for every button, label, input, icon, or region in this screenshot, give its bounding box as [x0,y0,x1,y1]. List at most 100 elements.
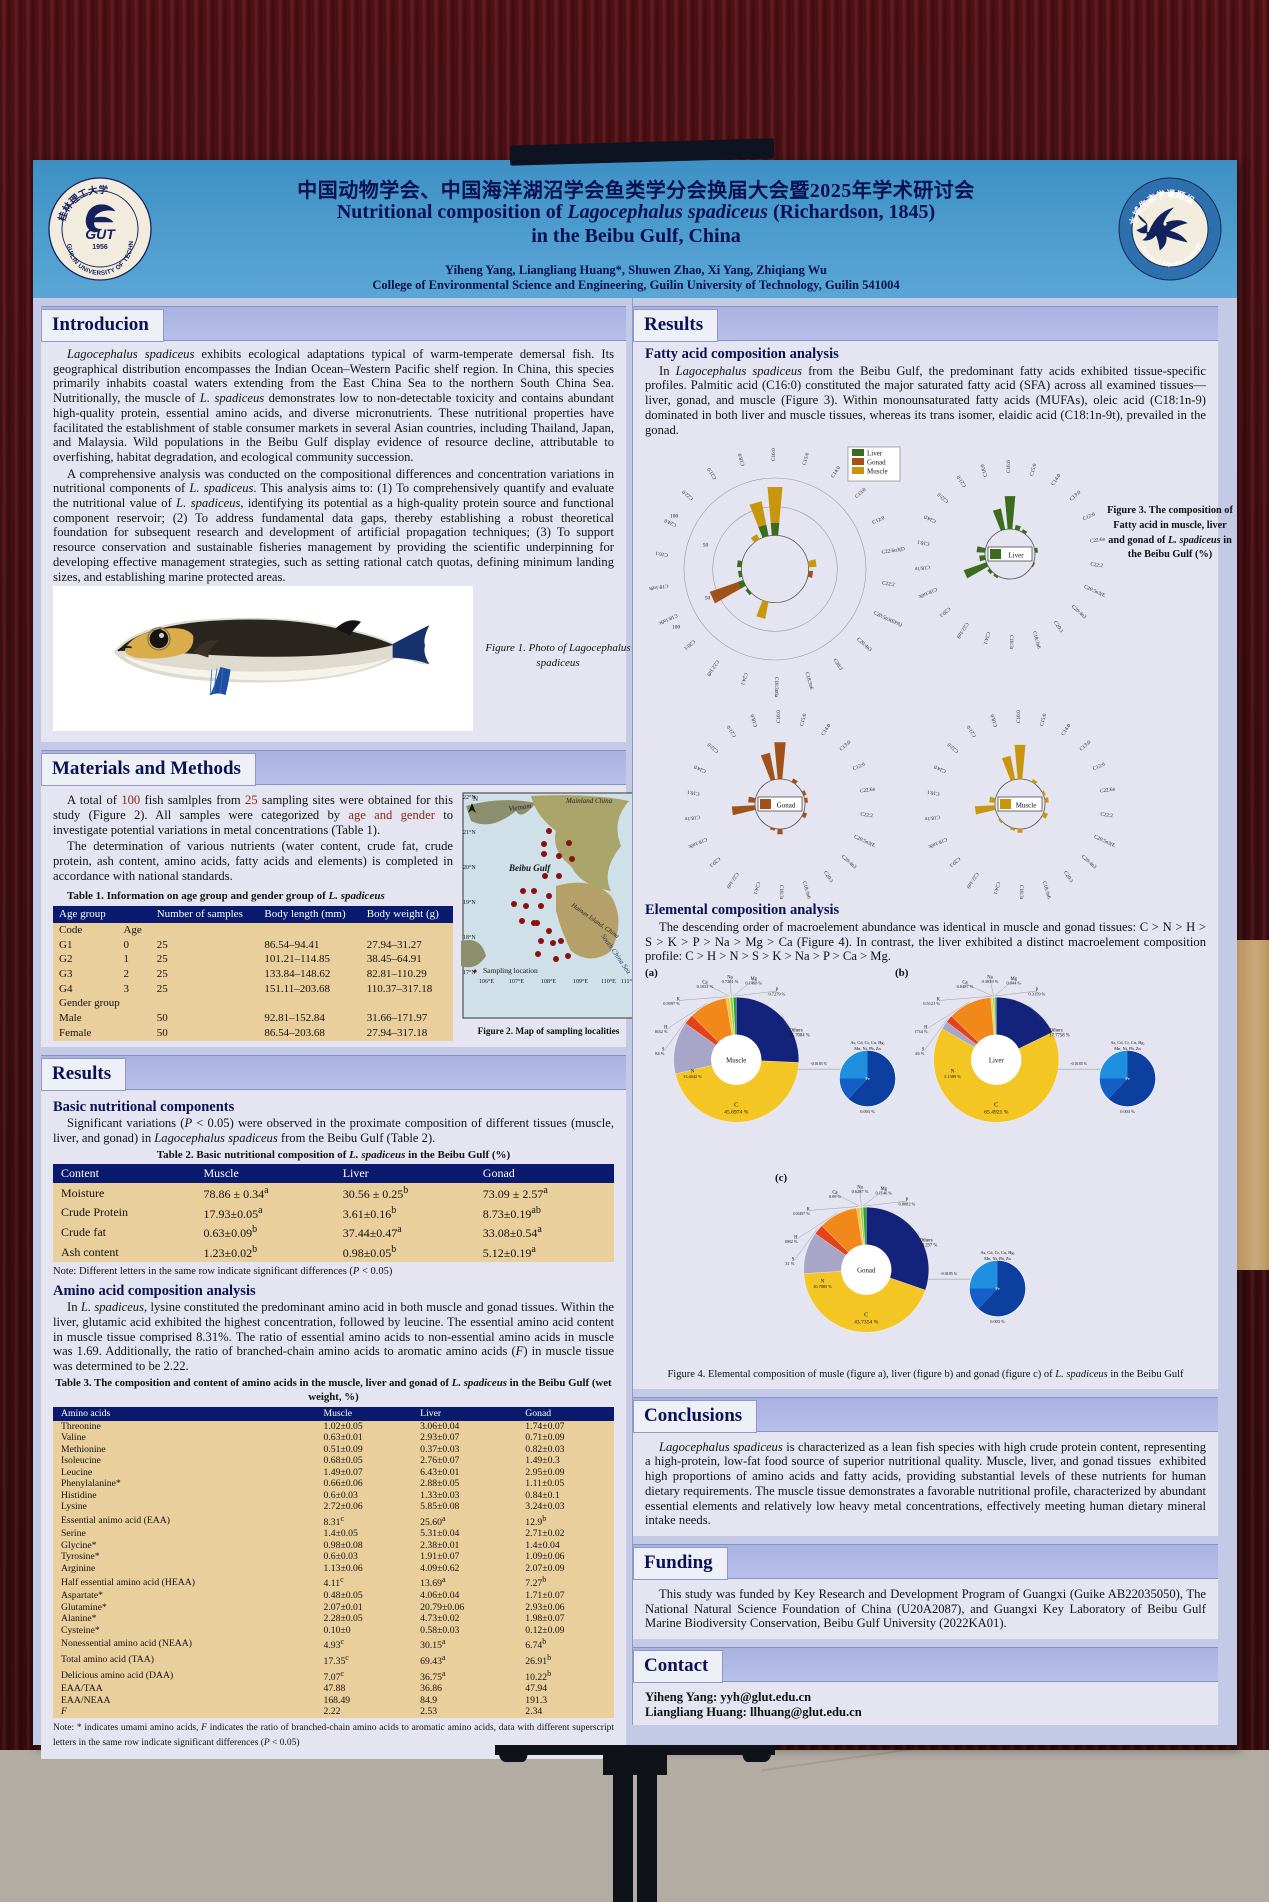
svg-text:-0.0185 %: -0.0185 % [940,1271,957,1276]
svg-text:C13:0: C13:0 [839,740,853,753]
svg-text:C14:0: C14:0 [1060,723,1072,737]
svg-text:C20:1: C20:1 [682,638,696,651]
svg-text:65.4921 %: 65.4921 % [984,1110,1009,1116]
svg-text:0.1146 %: 0.1146 % [875,1190,892,1195]
svg-text:9.8632 %: 9.8632 % [655,1029,668,1034]
svg-text:Others: Others [1049,1029,1062,1034]
svg-text:C18:3n6: C18:3n6 [1031,631,1042,649]
svg-text:C18:3n6a: C18:3n6a [778,885,784,899]
svg-text:C13:0: C13:0 [1079,740,1093,753]
svg-text:Mainland China: Mainland China [565,797,613,805]
svg-text:C20:3: C20:3 [832,658,844,672]
svg-text:C24:1: C24:1 [992,881,1001,895]
svg-text:Fe: Fe [995,1286,999,1291]
svg-text:107°E: 107°E [509,978,524,985]
svg-text:0.6287 %: 0.6287 % [852,1189,869,1194]
svg-text:C16:0: C16:0 [771,448,777,461]
svg-text:C22:2: C22:2 [1090,562,1104,570]
svg-text:C: C [864,1312,868,1319]
svg-text:C: C [994,1102,998,1109]
svg-text:C22:6n3(DHA): C22:6n3(DHA) [881,544,905,556]
svg-text:C20:1: C20:1 [938,606,952,619]
svg-text:C20:1: C20:1 [708,856,722,869]
svg-text:100: 100 [670,514,679,520]
svg-text:109°E: 109°E [573,978,588,985]
svg-text:Gonad: Gonad [867,459,886,467]
svg-text:Liver: Liver [867,450,883,458]
svg-text:1956: 1956 [92,244,108,251]
svg-text:0.1031 %: 0.1031 % [697,984,714,989]
svg-text:C18:0: C18:0 [750,713,759,727]
svg-text:C21:0: C21:0 [966,724,978,738]
svg-text:C16:0: C16:0 [776,710,782,723]
svg-text:C16:1: C16:1 [916,539,930,547]
svg-text:C16:1: C16:1 [655,550,669,558]
svg-text:C14:0: C14:0 [830,465,842,479]
svg-text:-0.0185 %: -0.0185 % [1070,1061,1087,1066]
svg-text:0.7201 %: 0.7201 % [722,979,739,984]
svg-text:Muscle: Muscle [867,468,888,476]
svg-text:C18:0: C18:0 [990,713,999,727]
svg-text:C22:6n3(DHA): C22:6n3(DHA) [859,783,875,795]
svg-text:C20:4n3: C20:4n3 [855,637,873,654]
svg-text:21°N: 21°N [463,829,476,836]
svg-text:17°N: 17°N [463,969,476,976]
svg-text:Fe: Fe [1125,1076,1129,1081]
svg-text:C22:2: C22:2 [860,812,874,820]
svg-text:C20:3: C20:3 [822,870,834,884]
svg-text:C18:3n6: C18:3n6 [803,672,814,691]
svg-text:C22:0: C22:0 [936,491,950,504]
svg-text:2.6084 %: 2.6084 % [655,1051,665,1056]
svg-text:C20:1: C20:1 [948,856,962,869]
svg-text:0.0487 %: 0.0487 % [957,984,974,989]
svg-text:2.5731 %: 2.5731 % [785,1261,795,1266]
svg-text:C15:0: C15:0 [1039,713,1048,727]
svg-text:C24:1: C24:1 [982,631,991,645]
svg-text:19°N: 19°N [463,899,476,906]
svg-text:C24:1: C24:1 [752,881,761,895]
svg-text:20°N: 20°N [463,864,476,871]
svg-text:C16:0: C16:0 [1016,710,1022,723]
svg-text:Muscle: Muscle [726,1057,746,1064]
svg-text:C15:0: C15:0 [802,452,811,466]
svg-text:C: C [734,1102,738,1109]
svg-text:11.2734 %: 11.2734 % [915,1029,928,1034]
svg-text:C16:0: C16:0 [1006,460,1012,473]
svg-text:C22:1n9: C22:1n9 [725,871,740,890]
svg-text:C24:0: C24:0 [693,763,707,774]
svg-text:C18:1n9t: C18:1n9t [915,564,930,573]
svg-text:C20:5n3(EPA): C20:5n3(EPA) [872,610,903,629]
svg-text:C22:2: C22:2 [1100,812,1114,820]
svg-text:25.7084 %: 25.7084 % [789,1034,809,1039]
svg-text:C18:1n9c: C18:1n9c [686,836,707,850]
svg-text:Others: Others [789,1029,802,1034]
svg-text:C22:0: C22:0 [946,741,960,754]
svg-text:C22:0: C22:0 [706,741,720,754]
svg-text:100: 100 [672,625,681,631]
svg-text:10.7885 %: 10.7885 % [813,1284,832,1289]
svg-text:C13:0: C13:0 [854,487,868,500]
svg-text:0.003 %: 0.003 % [860,1109,875,1114]
svg-text:13.4642 %: 13.4642 % [683,1074,702,1079]
svg-text:C12:0: C12:0 [1082,512,1096,523]
svg-text:C13:0: C13:0 [1069,490,1083,503]
svg-text:Beibu Gulf: Beibu Gulf [508,863,551,873]
svg-text:C12:0: C12:0 [852,762,866,773]
svg-text:0.5121 %: 0.5121 % [923,1001,940,1006]
svg-text:Gonad: Gonad [777,802,796,810]
svg-text:C22:0: C22:0 [681,488,695,501]
svg-text:C16:1: C16:1 [686,789,700,797]
svg-text:C18:3n6a: C18:3n6a [773,677,779,698]
svg-text:50: 50 [705,596,711,602]
svg-text:C22:1n9: C22:1n9 [965,871,980,890]
svg-text:0.7279 %: 0.7279 % [769,992,786,997]
svg-text:0.9597 %: 0.9597 % [663,1001,680,1006]
svg-text:C18:1n9c: C18:1n9c [916,586,937,600]
svg-text:C20:5n3(EPA): C20:5n3(EPA) [853,833,875,852]
svg-text:18°N: 18°N [463,934,476,941]
svg-text:C18:3n6: C18:3n6 [801,881,812,899]
svg-text:Gonad: Gonad [857,1267,876,1274]
svg-text:C24:0: C24:0 [933,763,947,774]
svg-text:-0.0185 %: -0.0185 % [810,1061,827,1066]
svg-text:C18:3n6a: C18:3n6a [1018,885,1024,899]
